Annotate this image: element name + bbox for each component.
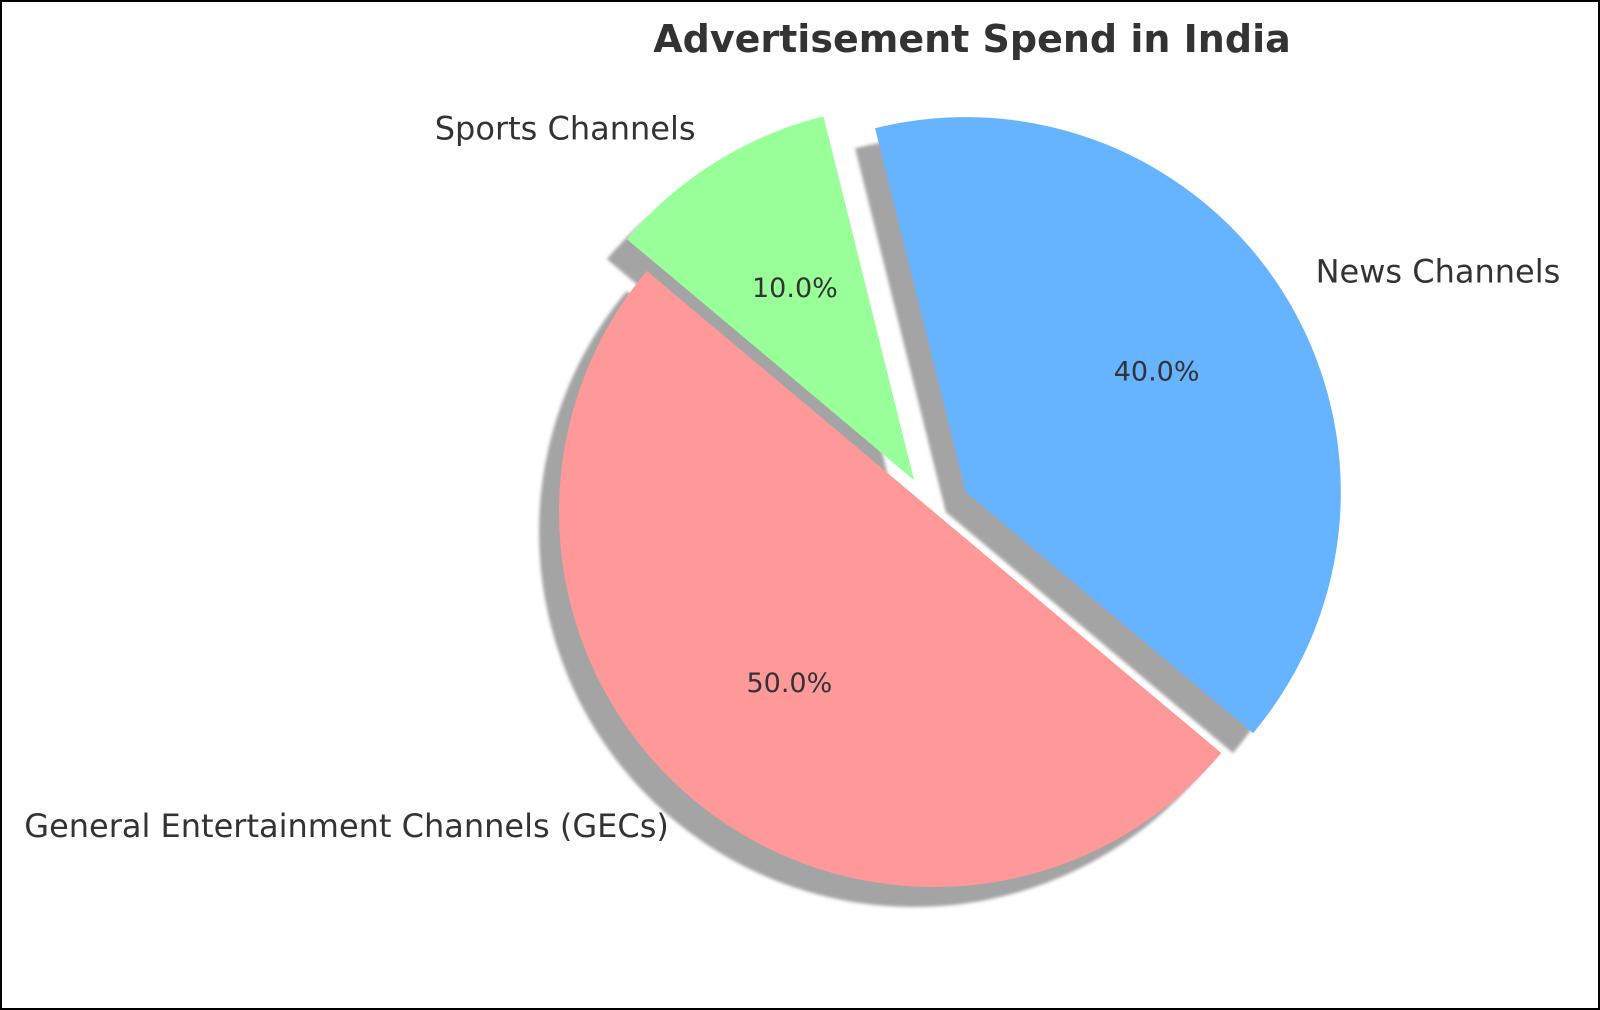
pie-slice-sports-channels [626, 116, 915, 481]
pie-slice-news-channels [875, 117, 1341, 734]
slice-label-general-entertainment-channels-gecs: General Entertainment Channels (GECs) [24, 807, 669, 845]
slice-label-sports-channels: Sports Channels [435, 109, 696, 147]
pie-slice-general-entertainment-channels-gecs [559, 270, 1222, 887]
pie-slices [559, 116, 1341, 887]
slice-label-news-channels: News Channels [1316, 253, 1561, 291]
pct-label-sports-channels: 10.0% [752, 273, 838, 304]
slice-labels: General Entertainment Channels (GECs) 50.… [24, 109, 1560, 845]
chart-title: Advertisement Spend in India [653, 17, 1290, 61]
pct-label-news-channels: 40.0% [1114, 356, 1200, 387]
pct-label-general-entertainment-channels-gecs: 50.0% [746, 668, 832, 699]
